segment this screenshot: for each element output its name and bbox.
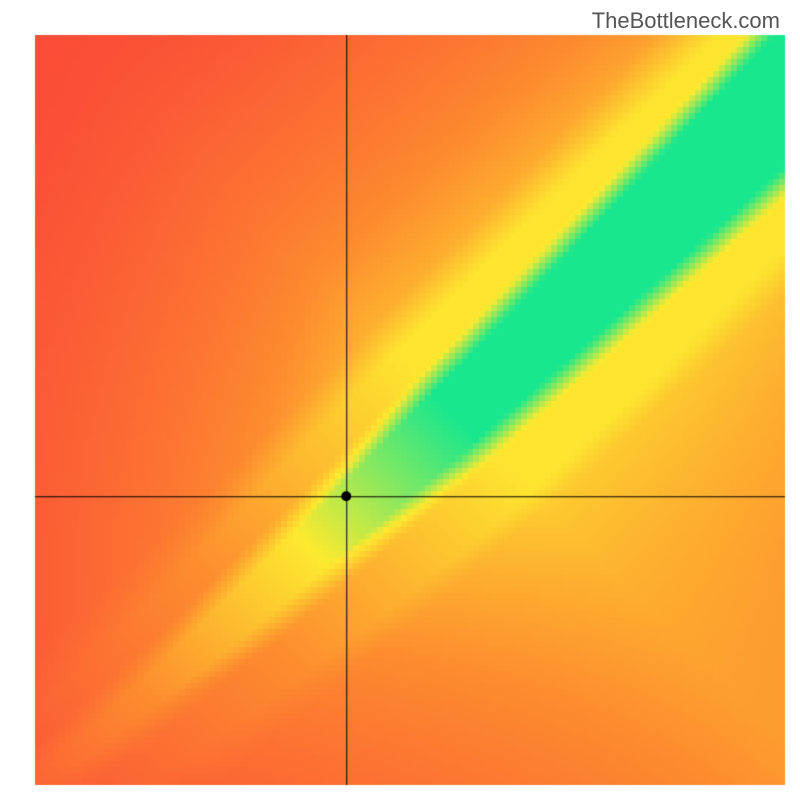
chart-container: TheBottleneck.com — [0, 0, 800, 800]
watermark-text: TheBottleneck.com — [592, 8, 780, 34]
heatmap-canvas — [0, 0, 800, 800]
